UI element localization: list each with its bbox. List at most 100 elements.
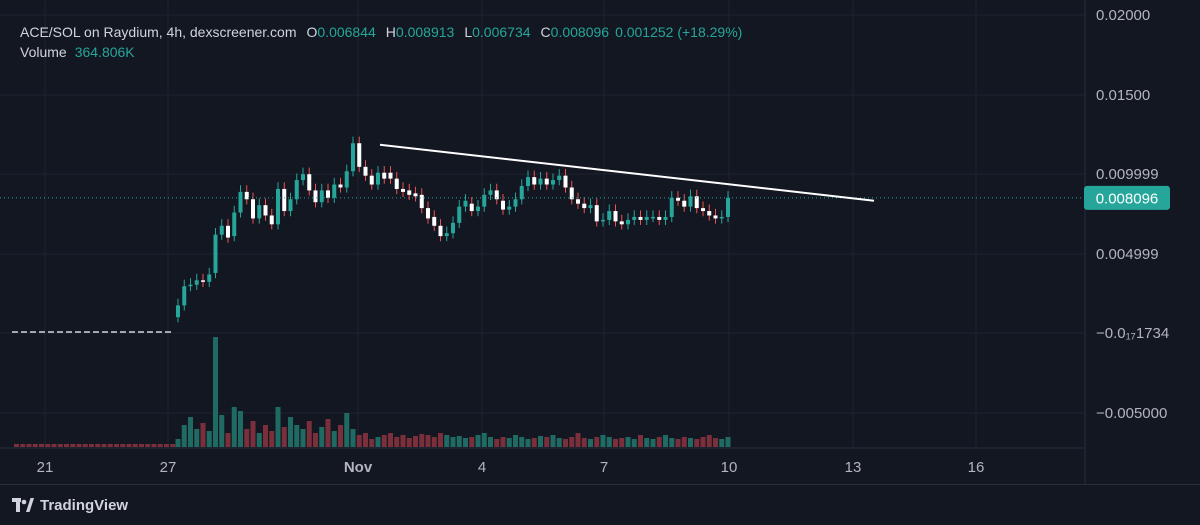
candle-body [376, 172, 380, 185]
volume-bar [32, 444, 38, 447]
volume-bar [544, 437, 550, 447]
ohlc-row: ACE/SOL on Raydium, 4h, dexscreener.com … [20, 22, 742, 42]
candle-body [713, 215, 718, 219]
candle-body [407, 190, 412, 195]
candle-body [626, 219, 630, 225]
volume-bar [519, 437, 525, 447]
candle-body [632, 216, 637, 220]
volume-bar [120, 444, 126, 447]
volume-bar [89, 444, 94, 447]
candle-body [569, 187, 574, 200]
volume-bar [170, 444, 176, 447]
x-tick-label: 4 [478, 459, 486, 476]
candle-body [419, 194, 424, 209]
candle-body [513, 199, 518, 207]
candle-body [226, 225, 230, 238]
price-tag [1084, 185, 1170, 210]
volume-bar [456, 436, 462, 447]
volume-bar [107, 444, 113, 447]
volume-bar [663, 435, 668, 447]
volume-bar [656, 437, 662, 447]
candle-body [576, 199, 580, 204]
volume-bar [219, 415, 225, 447]
candle-body [482, 194, 487, 207]
volume-bar [76, 444, 82, 447]
volume-bar [588, 439, 593, 447]
high-value: 0.008913 [395, 24, 455, 40]
volume-bar [288, 417, 293, 447]
volume-bar [538, 436, 543, 447]
candle-body [182, 286, 187, 306]
candle-body [276, 188, 280, 225]
candle-body [657, 216, 662, 220]
candlestick-chart[interactable]: 0.02000 0.01500 0.009999 0.004999 −0.0₁₇1734… [0, 0, 1200, 484]
candle-body [613, 211, 618, 222]
x-tick-label: 27 [160, 459, 177, 476]
candle-body [582, 203, 587, 209]
volume-bar [444, 435, 450, 447]
volume-bar [681, 437, 687, 447]
candle-body [619, 221, 624, 225]
volume-bar [188, 417, 193, 447]
volume-row: Volume 364.806K [20, 42, 742, 62]
volume-bar [250, 421, 256, 447]
volume-bar [313, 433, 318, 447]
volume-bar [531, 438, 537, 447]
volume-bar [631, 439, 637, 447]
volume-bar [638, 435, 643, 447]
y-tick-label: 0.009999 [1096, 166, 1159, 183]
volume-bar [231, 407, 237, 447]
volume-bar [45, 444, 51, 447]
candle-body [726, 197, 730, 217]
candle-body [476, 206, 480, 212]
volume-bar [256, 433, 262, 447]
high-label: H [385, 24, 396, 40]
volume-bar [494, 439, 500, 447]
volume-bar [20, 444, 26, 447]
volume-bar [175, 439, 181, 447]
volume-bar [569, 437, 575, 447]
candle-body [707, 211, 712, 216]
candle-body [351, 143, 355, 172]
volume-bar [713, 438, 718, 447]
volume-bar [525, 439, 531, 447]
volume-bar [319, 427, 325, 447]
volume-bar [244, 429, 250, 447]
candle-body [294, 180, 299, 200]
volume-bar [406, 438, 412, 447]
candle-body [363, 166, 368, 176]
candle-body [244, 191, 249, 200]
volume-bar [650, 439, 656, 447]
candle-body [688, 196, 693, 207]
candle-body [282, 188, 287, 212]
volume-bar [70, 444, 76, 447]
candle-body [526, 177, 530, 186]
candle-body [469, 203, 474, 212]
candle-body [507, 206, 512, 210]
volume-bar [300, 429, 306, 447]
candle-body [538, 178, 543, 185]
volume-bar [500, 437, 506, 447]
volume-bar [57, 444, 63, 447]
tradingview-logo-icon [12, 498, 34, 512]
candle-body [369, 175, 374, 185]
volume-bar [438, 433, 443, 447]
volume-bar [294, 425, 300, 447]
volume-bar [164, 444, 169, 447]
volume-bar [306, 421, 312, 447]
volume-bar [325, 419, 331, 447]
volume-bar [550, 435, 556, 447]
volume-bar [625, 437, 631, 447]
brand[interactable]: TradingView [12, 497, 128, 514]
volume-bar [700, 437, 706, 447]
candle-body [494, 190, 499, 200]
volume-bar [400, 435, 406, 447]
symbol-title[interactable]: ACE/SOL on Raydium, 4h, dexscreener.com [20, 24, 297, 40]
x-tick-label: 10 [721, 459, 738, 476]
candle-body [557, 175, 562, 181]
volume-bar [475, 435, 481, 447]
candle-body [313, 190, 318, 203]
candle-body [413, 193, 418, 197]
volume-bar [506, 438, 512, 447]
